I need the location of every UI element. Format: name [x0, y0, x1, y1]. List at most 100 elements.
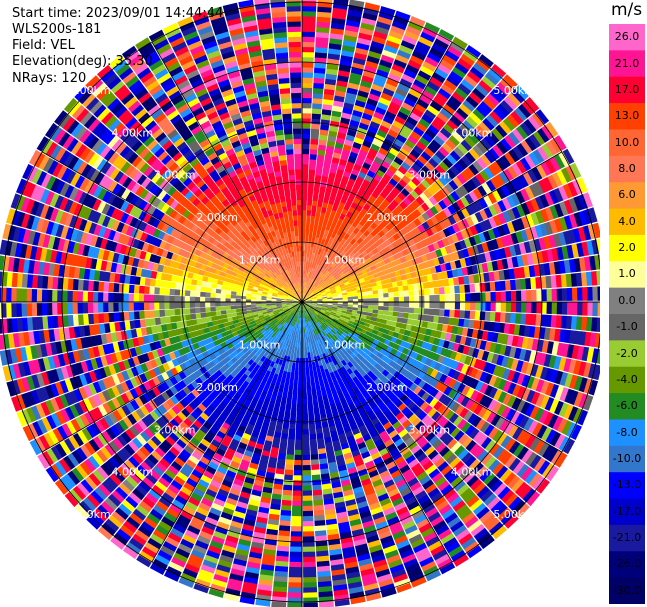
velocity-gate: [452, 212, 462, 223]
velocity-gate: [322, 250, 328, 257]
velocity-gate: [516, 125, 529, 140]
velocity-gate: [490, 291, 497, 302]
velocity-gate: [308, 289, 313, 295]
velocity-gate: [357, 253, 364, 260]
velocity-gate: [380, 279, 388, 285]
velocity-gate: [358, 149, 368, 158]
velocity-gate: [339, 158, 348, 166]
velocity-gate: [328, 48, 341, 55]
velocity-gate: [544, 221, 554, 235]
velocity-gate: [366, 283, 373, 288]
velocity-gate: [367, 206, 376, 215]
velocity-gate: [373, 30, 388, 40]
velocity-gate: [537, 127, 550, 143]
velocity-gate: [358, 32, 373, 41]
velocity-gate: [474, 211, 484, 223]
velocity-gate: [328, 198, 335, 205]
velocity-gate: [305, 287, 308, 293]
velocity-gate: [303, 582, 317, 588]
velocity-gate: [478, 232, 487, 243]
velocity-gate: [442, 227, 452, 238]
velocity-gate: [385, 39, 400, 50]
velocity-gate: [332, 152, 342, 159]
velocity-gate: [483, 166, 495, 179]
velocity-gate: [306, 287, 310, 293]
velocity-gate: [373, 156, 384, 165]
velocity-gate: [326, 140, 336, 148]
velocity-gate: [306, 282, 310, 288]
velocity-gate: [319, 287, 325, 292]
velocity-gate: [395, 275, 403, 282]
velocity-gate: [403, 290, 410, 297]
velocity-gate: [314, 57, 327, 64]
velocity-gate: [456, 210, 466, 221]
velocity-gate: [470, 302, 476, 311]
velocity-gate: [316, 296, 323, 299]
velocity-gate: [491, 160, 503, 174]
velocity-gate: [322, 261, 328, 268]
velocity-gate: [294, 449, 302, 456]
velocity-gate: [317, 0, 333, 3]
velocity-gate: [459, 302, 466, 310]
velocity-gate: [359, 256, 367, 263]
velocity-gate: [313, 82, 324, 89]
velocity-gate: [481, 75, 496, 89]
velocity-gate: [577, 287, 583, 301]
velocity-sectors: [0, 0, 600, 607]
velocity-gate: [434, 178, 445, 190]
velocity-gate: [369, 120, 381, 130]
velocity-gate: [492, 202, 503, 215]
velocity-gate: [327, 258, 332, 265]
velocity-gate: [549, 156, 561, 172]
velocity-gate: [302, 67, 314, 73]
velocity-gate: [334, 265, 341, 272]
velocity-gate: [302, 0, 317, 7]
velocity-gate: [368, 302, 374, 306]
velocity-gate: [378, 270, 385, 277]
velocity-gate: [563, 215, 573, 230]
velocity-gate: [464, 284, 471, 293]
velocity-gate: [369, 278, 377, 284]
velocity-gate: [337, 132, 347, 140]
velocity-gate: [302, 347, 305, 354]
velocity-gate: [509, 179, 520, 193]
velocity-gate: [372, 309, 379, 314]
velocity-gate: [454, 187, 465, 199]
velocity-gate: [305, 281, 308, 288]
velocity-gate: [323, 285, 329, 290]
velocity-gate: [414, 159, 425, 169]
velocity-gate: [391, 96, 404, 107]
velocity-gate: [302, 56, 314, 63]
velocity-gate: [313, 184, 320, 192]
velocity-gate: [317, 276, 322, 283]
velocity-gate: [402, 143, 413, 153]
velocity-gate: [329, 242, 336, 249]
velocity-gate: [454, 87, 469, 100]
velocity-gate: [305, 357, 309, 364]
velocity-gate: [362, 308, 369, 313]
velocity-gate: [293, 470, 302, 476]
velocity-gate: [348, 279, 355, 284]
velocity-gate: [514, 85, 529, 100]
velocity-gate: [346, 288, 353, 293]
velocity-gate: [409, 211, 418, 221]
velocity-gate: [407, 166, 418, 177]
velocity-gate: [326, 294, 333, 297]
velocity-gate: [302, 97, 312, 104]
velocity-gate: [464, 193, 475, 205]
velocity-gate: [547, 174, 559, 189]
velocity-gate: [472, 62, 488, 76]
velocity-gate: [388, 211, 397, 220]
velocity-gate: [527, 115, 541, 131]
velocity-gate: [446, 235, 455, 245]
velocity-gate: [587, 286, 594, 301]
velocity-gate: [352, 307, 359, 311]
velocity-gate: [355, 259, 363, 266]
velocity-gate: [335, 85, 347, 93]
velocity-gate: [302, 92, 313, 99]
velocity-gate: [344, 283, 351, 288]
velocity-gate: [434, 222, 443, 232]
velocity-gate: [329, 254, 335, 261]
velocity-gate: [404, 120, 416, 131]
velocity-gate: [336, 276, 342, 282]
